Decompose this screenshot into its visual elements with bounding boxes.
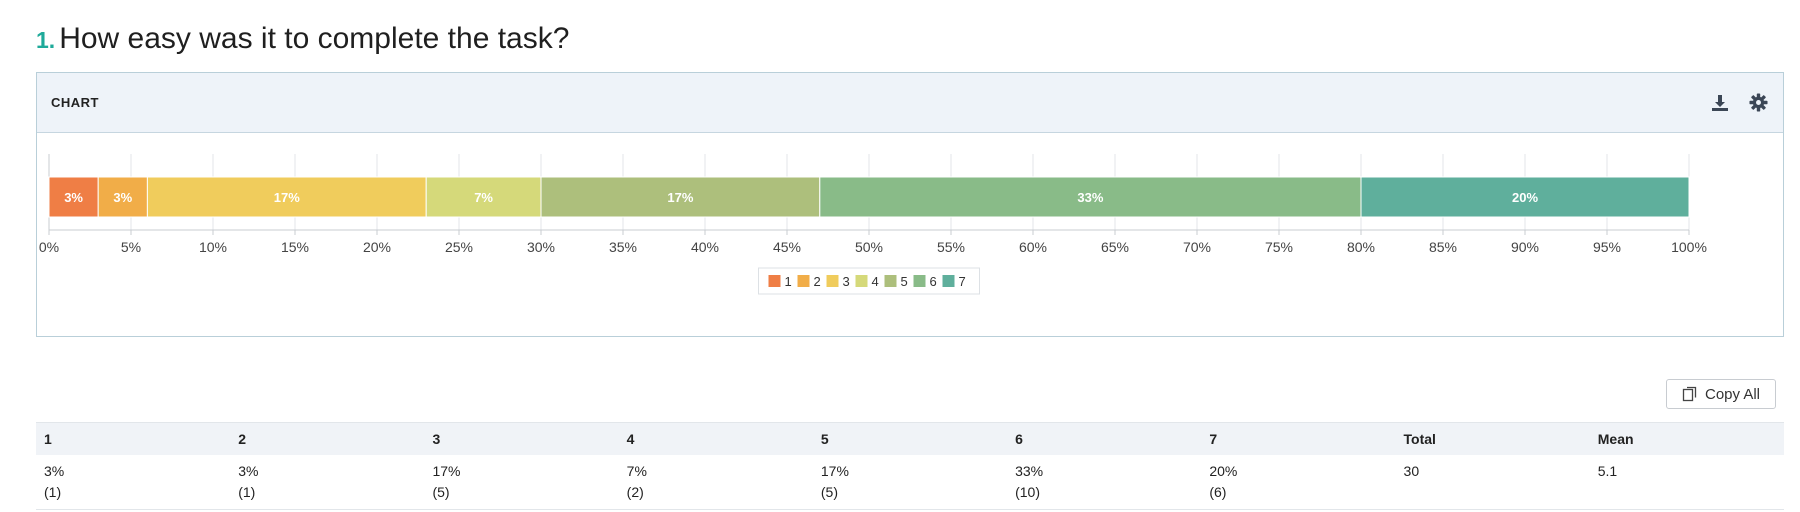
legend-label-5: 5 xyxy=(901,274,908,289)
legend-swatch-1 xyxy=(768,275,781,287)
legend-label-4: 4 xyxy=(872,274,879,289)
col-header-2: 2 xyxy=(230,422,425,455)
download-icon[interactable] xyxy=(1709,92,1731,114)
cell-5: 17% (5) xyxy=(812,455,1008,510)
cell-percent: 33% xyxy=(1015,463,1044,479)
x-tick-label: 85% xyxy=(1429,239,1457,255)
cell-count: (5) xyxy=(820,484,838,500)
legend-label-7: 7 xyxy=(959,274,966,289)
legend-swatch-3 xyxy=(826,275,839,287)
x-tick-label: 45% xyxy=(773,239,801,255)
data-label: 17% xyxy=(667,190,693,205)
x-tick-label: 40% xyxy=(691,239,719,255)
x-tick-label: 5% xyxy=(121,239,141,255)
col-header-5: 5 xyxy=(812,422,1008,455)
cell-total: 30 xyxy=(1395,455,1590,510)
data-label: 17% xyxy=(274,190,300,205)
question-text: How easy was it to complete the task? xyxy=(59,22,570,55)
legend-label-3: 3 xyxy=(843,274,850,289)
cell-percent: 3% xyxy=(44,463,65,479)
bar-segment-1 xyxy=(48,176,99,218)
cell-3: 17% (5) xyxy=(424,455,619,510)
legend-swatch-6 xyxy=(913,275,926,287)
cell-6: 33% (10) xyxy=(1007,455,1202,510)
legend-label-2: 2 xyxy=(814,274,821,289)
col-header-6: 6 xyxy=(1007,422,1202,455)
bar-segment-7 xyxy=(1360,176,1690,218)
x-tick-label: 100% xyxy=(1671,239,1707,255)
cell-percent: 7% xyxy=(626,463,647,479)
x-tick-label: 60% xyxy=(1019,239,1047,255)
cell-1: 3% (1) xyxy=(36,455,231,510)
data-label: 7% xyxy=(474,190,493,205)
x-tick-label: 25% xyxy=(445,239,473,255)
col-header-3: 3 xyxy=(424,422,619,455)
x-tick-label: 15% xyxy=(281,239,309,255)
copy-all-button[interactable]: Copy All xyxy=(1666,379,1776,409)
col-header-4: 4 xyxy=(618,422,813,455)
cell-percent: 17% xyxy=(820,463,849,479)
chart-panel: CHART xyxy=(36,72,1784,337)
legend-swatch-2 xyxy=(797,275,810,287)
cell-percent: 3% xyxy=(238,463,259,479)
legend-label-6: 6 xyxy=(930,274,937,289)
gear-icon[interactable] xyxy=(1747,92,1769,114)
col-header-mean: Mean xyxy=(1589,422,1784,455)
cell-count: (1) xyxy=(44,484,62,500)
cell-mean-value: 5.1 xyxy=(1597,463,1618,479)
x-tick-label: 35% xyxy=(609,239,637,255)
data-label: 20% xyxy=(1512,190,1538,205)
col-header-1: 1 xyxy=(36,422,231,455)
data-label: 3% xyxy=(64,190,83,205)
x-tick-label: 80% xyxy=(1347,239,1375,255)
x-tick-label: 20% xyxy=(363,239,391,255)
table-row: 3% (1) 3% (1) 17% (5) 7% (2) 17% (5) 33% (10) … xyxy=(36,455,1784,510)
x-tick-label: 0% xyxy=(39,239,59,255)
cell-count: (5) xyxy=(432,484,450,500)
chart-panel-header: CHART xyxy=(37,73,1783,133)
x-tick-label: 65% xyxy=(1101,239,1129,255)
copy-icon xyxy=(1682,386,1697,402)
x-tick-label: 95% xyxy=(1593,239,1621,255)
data-label: 3% xyxy=(113,190,132,205)
cell-percent: 17% xyxy=(432,463,461,479)
bar-segment-6 xyxy=(819,176,1362,218)
x-tick-label: 10% xyxy=(199,239,227,255)
legend-swatch-5 xyxy=(884,275,897,287)
cell-total-value: 30 xyxy=(1403,463,1420,479)
bar-segment-5 xyxy=(540,176,821,218)
legend-swatch-4 xyxy=(855,275,868,287)
copy-all-label: Copy All xyxy=(1704,385,1761,403)
chart-tools xyxy=(1709,92,1769,114)
cell-2: 3% (1) xyxy=(230,455,425,510)
bar-segment-3 xyxy=(146,176,427,218)
question-heading: 1. How easy was it to complete the task? xyxy=(36,22,569,62)
legend-swatch-7 xyxy=(942,275,955,287)
x-tick-label: 30% xyxy=(527,239,555,255)
question-number: 1. xyxy=(36,27,56,53)
x-tick-label: 50% xyxy=(855,239,883,255)
legend-label-1: 1 xyxy=(785,274,792,289)
bar-segment-4 xyxy=(425,176,542,218)
cell-mean: 5.1 xyxy=(1589,455,1784,510)
table-header-row: 1 2 3 4 5 6 7 Total Mean xyxy=(36,422,1784,455)
cell-count: (1) xyxy=(238,484,256,500)
cell-7: 20% (6) xyxy=(1201,455,1396,510)
x-tick-label: 55% xyxy=(937,239,965,255)
cell-count: (10) xyxy=(1015,484,1040,500)
cell-4: 7% (2) xyxy=(618,455,813,510)
chart-panel-title: CHART xyxy=(51,95,99,110)
x-tick-label: 75% xyxy=(1265,239,1293,255)
col-header-total: Total xyxy=(1395,422,1590,455)
cell-percent: 20% xyxy=(1209,463,1238,479)
x-tick-label: 90% xyxy=(1511,239,1539,255)
cell-count: (6) xyxy=(1209,484,1227,500)
cell-count: (2) xyxy=(626,484,644,500)
col-header-7: 7 xyxy=(1201,422,1396,455)
x-tick-label: 70% xyxy=(1183,239,1211,255)
data-label: 33% xyxy=(1077,190,1103,205)
stacked-bar-chart: 0% 5% 10% 15% 20% 25% 30% 35% 40% 45% 50% 55% 60% 65%… xyxy=(39,154,1707,295)
results-table: 1 2 3 4 5 6 7 Total Mean 3% (1) 3% (1) 17%… xyxy=(36,422,1784,510)
